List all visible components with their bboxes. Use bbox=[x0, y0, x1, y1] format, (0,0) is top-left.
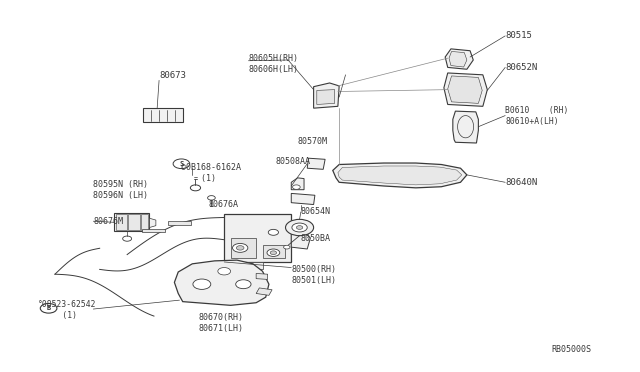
Circle shape bbox=[173, 159, 189, 169]
Polygon shape bbox=[291, 193, 315, 205]
Circle shape bbox=[292, 223, 307, 232]
Polygon shape bbox=[262, 245, 285, 258]
Polygon shape bbox=[256, 273, 268, 279]
Circle shape bbox=[296, 226, 303, 230]
Text: 80515: 80515 bbox=[505, 31, 532, 41]
Text: 80652N: 80652N bbox=[505, 63, 538, 72]
Polygon shape bbox=[141, 214, 148, 231]
Polygon shape bbox=[453, 111, 478, 143]
Polygon shape bbox=[445, 49, 473, 69]
Circle shape bbox=[236, 246, 244, 250]
Text: 80654N: 80654N bbox=[301, 208, 331, 217]
Circle shape bbox=[232, 243, 248, 252]
Circle shape bbox=[190, 185, 200, 191]
Circle shape bbox=[193, 279, 211, 289]
Circle shape bbox=[40, 304, 57, 313]
Polygon shape bbox=[143, 108, 182, 122]
Polygon shape bbox=[338, 166, 462, 185]
Text: °08523-62542
     (1): °08523-62542 (1) bbox=[38, 300, 96, 320]
Text: 80570M: 80570M bbox=[298, 137, 328, 146]
Polygon shape bbox=[168, 221, 191, 225]
Circle shape bbox=[218, 267, 230, 275]
Text: 8050BA: 8050BA bbox=[301, 234, 331, 243]
Polygon shape bbox=[150, 218, 156, 228]
Polygon shape bbox=[256, 288, 272, 295]
Circle shape bbox=[270, 251, 276, 254]
Polygon shape bbox=[115, 214, 150, 231]
Circle shape bbox=[292, 185, 300, 189]
Polygon shape bbox=[237, 262, 262, 269]
Text: S: S bbox=[179, 161, 184, 167]
Polygon shape bbox=[291, 178, 304, 190]
Text: 80640N: 80640N bbox=[505, 178, 538, 187]
Polygon shape bbox=[129, 214, 140, 231]
Text: 80676A: 80676A bbox=[208, 200, 238, 209]
Text: 80670(RH)
80671(LH): 80670(RH) 80671(LH) bbox=[198, 313, 244, 333]
Text: 80676M: 80676M bbox=[93, 217, 124, 226]
Circle shape bbox=[207, 196, 215, 200]
Polygon shape bbox=[314, 83, 339, 108]
Circle shape bbox=[123, 236, 132, 241]
Text: 80673: 80673 bbox=[159, 71, 186, 80]
Polygon shape bbox=[317, 90, 335, 105]
Polygon shape bbox=[448, 76, 482, 103]
Text: 80500(RH)
80501(LH): 80500(RH) 80501(LH) bbox=[291, 265, 336, 285]
Polygon shape bbox=[291, 232, 310, 249]
Text: 80605H(RH)
80606H(LH): 80605H(RH) 80606H(LH) bbox=[248, 54, 298, 74]
Polygon shape bbox=[143, 229, 166, 232]
Circle shape bbox=[267, 249, 280, 256]
Polygon shape bbox=[333, 163, 467, 188]
Text: 80508AA: 80508AA bbox=[275, 157, 310, 166]
Polygon shape bbox=[116, 214, 127, 231]
Polygon shape bbox=[230, 238, 256, 258]
Circle shape bbox=[236, 280, 251, 289]
Circle shape bbox=[284, 245, 290, 249]
Circle shape bbox=[285, 219, 314, 235]
Polygon shape bbox=[224, 214, 291, 262]
Text: B: B bbox=[47, 305, 51, 311]
Text: RB05000S: RB05000S bbox=[552, 345, 591, 354]
Text: 80595N (RH)
80596N (LH): 80595N (RH) 80596N (LH) bbox=[93, 180, 148, 200]
Circle shape bbox=[268, 230, 278, 235]
Text: B0610    (RH)
80610+A(LH): B0610 (RH) 80610+A(LH) bbox=[505, 106, 568, 126]
Polygon shape bbox=[307, 158, 325, 169]
Text: ©0B168-6162A
    (1): ©0B168-6162A (1) bbox=[180, 163, 241, 183]
Polygon shape bbox=[449, 51, 467, 67]
Polygon shape bbox=[444, 73, 487, 106]
Polygon shape bbox=[174, 260, 269, 305]
